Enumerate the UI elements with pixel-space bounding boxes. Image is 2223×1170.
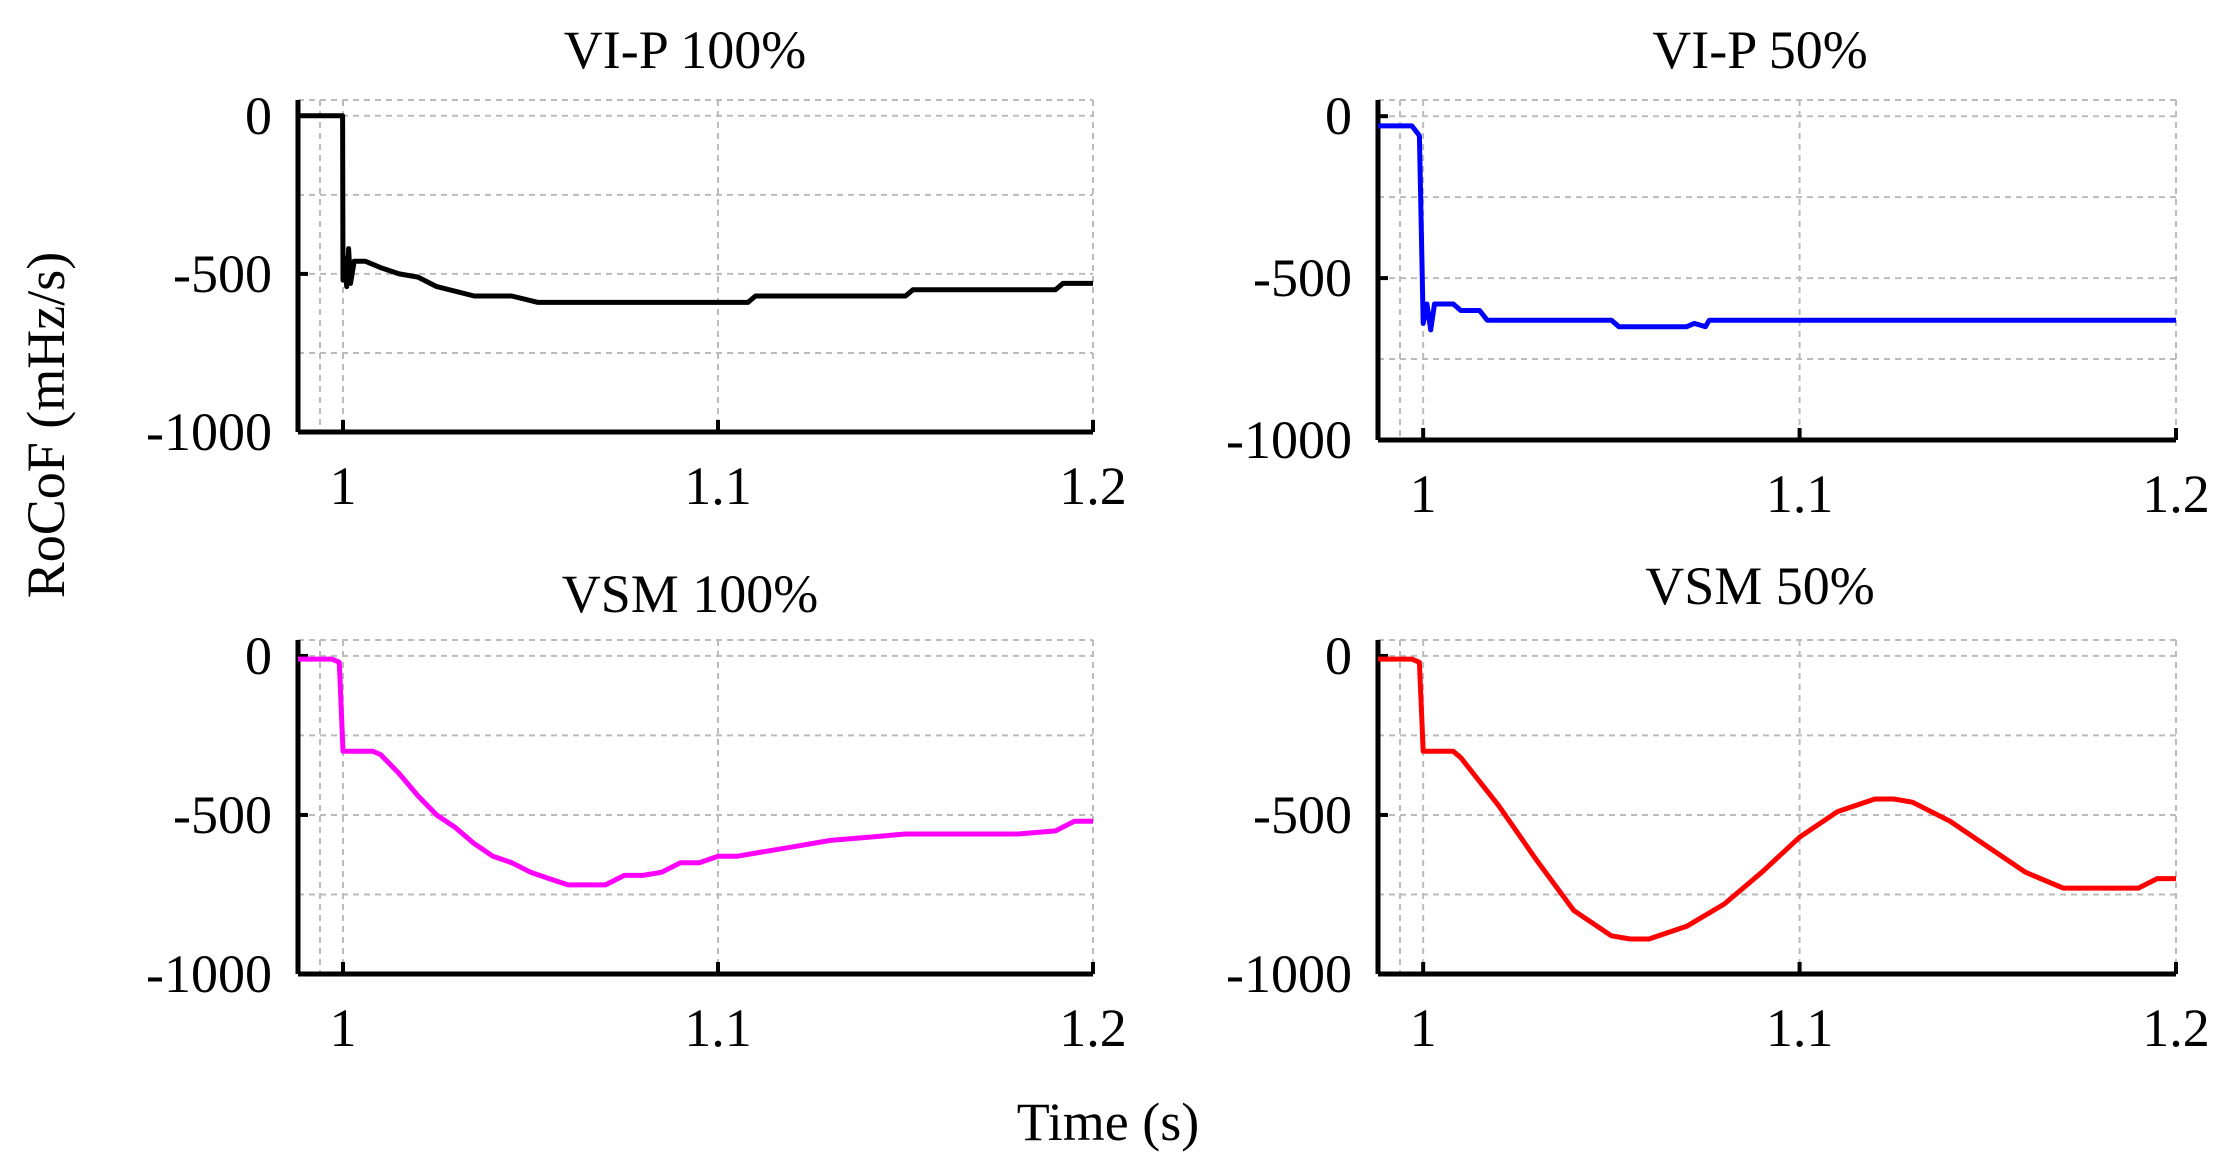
series-line bbox=[1378, 123, 2176, 333]
y-tick-label: 0 bbox=[1325, 626, 1352, 686]
y-tick-label: -500 bbox=[173, 785, 272, 845]
x-axis-label: Time (s) bbox=[1017, 1092, 1200, 1152]
x-tick-label: 1.1 bbox=[1766, 998, 1834, 1058]
chart-title: VI-P 100% bbox=[564, 20, 806, 80]
x-tick-label: 1.1 bbox=[684, 998, 752, 1058]
y-tick-label: -1000 bbox=[1226, 944, 1352, 1004]
x-tick-label: 1.2 bbox=[2142, 464, 2210, 524]
y-tick-label: 0 bbox=[245, 86, 272, 146]
y-tick-label: -1000 bbox=[1226, 410, 1352, 470]
x-tick-label: 1.2 bbox=[1059, 998, 1127, 1058]
y-axis-label: RoCoF (mHz/s) bbox=[16, 252, 76, 599]
y-tick-label: -500 bbox=[1253, 248, 1352, 308]
x-tick-label: 1 bbox=[1410, 998, 1437, 1058]
chart-title: VSM 50% bbox=[1645, 556, 1875, 616]
x-tick-label: 1 bbox=[1410, 464, 1437, 524]
y-tick-label: -1000 bbox=[146, 402, 272, 462]
y-tick-label: 0 bbox=[245, 626, 272, 686]
x-tick-label: 1 bbox=[330, 998, 357, 1058]
chart-panel-1: VI-P 100% 0 -500 -1000 1 1.1 1.2 bbox=[146, 20, 1127, 516]
y-tick-label: -500 bbox=[1253, 785, 1352, 845]
chart-panel-2: VI-P 50% 0 -500 -1000 1 1.1 1.2 bbox=[1226, 20, 2210, 524]
x-tick-label: 1.2 bbox=[1059, 456, 1127, 516]
y-tick-label: -500 bbox=[173, 244, 272, 304]
x-tick-label: 1.1 bbox=[684, 456, 752, 516]
y-tick-label: -1000 bbox=[146, 944, 272, 1004]
x-tick-label: 1.1 bbox=[1766, 464, 1834, 524]
series-line bbox=[1378, 656, 2176, 942]
y-tick-label: 0 bbox=[1325, 86, 1352, 146]
series-line bbox=[298, 656, 1093, 888]
chart-panel-4: VSM 50% 0 -500 -1000 1 1.1 1.2 bbox=[1226, 556, 2210, 1058]
chart-panel-3: VSM 100% 0 -500 -1000 1 1.1 1.2 bbox=[146, 564, 1127, 1058]
chart-title: VI-P 50% bbox=[1652, 20, 1867, 80]
x-tick-label: 1 bbox=[330, 456, 357, 516]
x-tick-label: 1.2 bbox=[2142, 998, 2210, 1058]
series-line bbox=[298, 113, 1093, 305]
chart-title: VSM 100% bbox=[562, 564, 819, 624]
